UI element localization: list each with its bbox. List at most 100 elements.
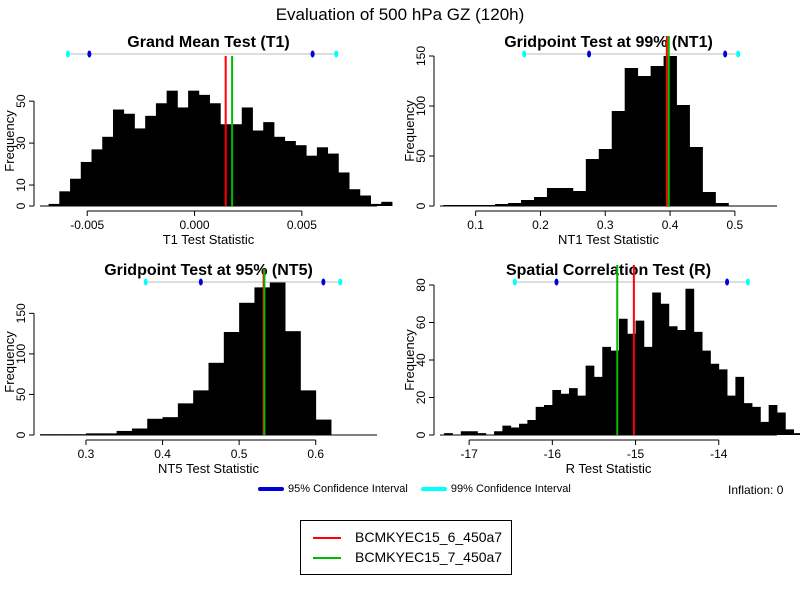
ci99-marker-lower	[143, 278, 148, 286]
histogram-bar	[685, 288, 695, 435]
histogram-bar	[284, 141, 296, 206]
histogram-bar	[316, 147, 329, 206]
x-tick-label: 0.005	[287, 218, 317, 232]
histogram-bar	[559, 188, 574, 206]
histogram-bar	[116, 430, 133, 435]
y-tick-label: 150	[14, 303, 28, 323]
y-tick-label: 20	[414, 391, 428, 405]
histogram-bar	[693, 331, 703, 435]
y-tick-label: 0	[414, 431, 428, 438]
legend-run-2: BCMKYEC15_7_450a7	[313, 547, 511, 567]
x-tick-label: -16	[544, 447, 562, 461]
histogram-bar	[743, 403, 753, 435]
histogram-bar	[777, 412, 786, 435]
histogram-bar	[544, 405, 553, 435]
x-tick-label: 0.5	[727, 218, 744, 232]
histogram-bar	[508, 203, 522, 206]
legend-run-2-label: BCMKYEC15_7_450a7	[355, 549, 503, 565]
histogram-bar	[768, 405, 778, 435]
ci99-marker-lower	[512, 278, 517, 286]
histogram-bar	[444, 433, 453, 435]
legend-run-1: BCMKYEC15_6_450a7	[313, 527, 511, 547]
histogram-bar	[155, 103, 168, 206]
histogram-bar	[577, 395, 587, 435]
legend-ci95: 95% Confidence Interval	[258, 483, 408, 495]
histogram-bar	[635, 320, 645, 435]
confidence-interval-legend: 95% Confidence Interval 99% Confidence I…	[258, 483, 581, 495]
histogram-bar	[593, 376, 603, 435]
histogram-bar	[112, 109, 125, 206]
ci95-marker-upper	[723, 50, 728, 58]
histogram-bar	[650, 66, 664, 206]
ci99-marker-lower	[522, 50, 527, 58]
histogram-bar	[263, 122, 275, 206]
histogram-bar	[295, 145, 307, 206]
figure-title: Evaluation of 500 hPa GZ (120h)	[275, 5, 525, 24]
histogram-bar	[760, 421, 770, 435]
chart-title: Gridpoint Test at 99% (NT1)	[504, 34, 713, 51]
histogram-bar	[460, 431, 470, 435]
histogram-bar	[85, 433, 102, 435]
y-tick-label: 0	[14, 431, 28, 438]
y-tick-label: 40	[414, 353, 428, 367]
ci95-marker-upper	[321, 278, 326, 286]
legend-run-1-line	[313, 537, 341, 540]
histogram-bar	[519, 423, 528, 435]
ci99-marker-upper	[745, 278, 750, 286]
y-tick-label: 50	[414, 149, 428, 163]
histogram-bar	[585, 365, 595, 435]
histogram-bar	[252, 130, 264, 206]
histogram-bar	[285, 331, 301, 435]
histogram-bar	[193, 390, 209, 435]
histogram-bar	[477, 433, 487, 435]
histogram-bar	[793, 433, 800, 435]
histogram-bar	[359, 195, 371, 206]
ci99-marker-upper	[736, 50, 741, 58]
y-tick-label: 150	[414, 46, 428, 66]
histogram-bar	[370, 203, 382, 206]
x-tick-label: 0.4	[662, 218, 679, 232]
histogram-bar	[546, 188, 561, 206]
histogram-bar	[131, 428, 148, 435]
chart-panel-3: Gridpoint Test at 95% (NT5) 0.3 0.4 0.5 0.6 N…	[2, 262, 377, 476]
x-axis-label: NT1 Test Statistic	[558, 232, 659, 247]
histogram-bar	[101, 433, 117, 435]
histogram-bar	[494, 431, 503, 435]
ci95-marker-upper	[725, 278, 730, 286]
histogram-bar	[254, 287, 271, 435]
histogram-bar	[208, 362, 225, 435]
y-tick-label: 100	[414, 96, 428, 116]
histogram-bar	[572, 191, 587, 206]
histogram-bar	[209, 103, 221, 206]
histogram-bar	[718, 369, 728, 435]
chart-title: Grand Mean Test (T1)	[127, 34, 289, 51]
histogram-bar	[502, 425, 512, 435]
histogram-bar	[663, 56, 677, 206]
inflation-label: Inflation: 0	[728, 483, 784, 497]
legend-run-2-line	[313, 557, 341, 560]
x-tick-label: 0.1	[467, 218, 484, 232]
histogram-bar	[702, 350, 711, 435]
histogram-bar	[521, 200, 535, 206]
y-axis-label: Frequency	[402, 329, 417, 391]
histogram-bar	[177, 107, 189, 206]
legend-run-1-label: BCMKYEC15_6_450a7	[355, 529, 503, 545]
x-tick-label: -17	[460, 447, 478, 461]
x-tick-label: 0.5	[231, 447, 248, 461]
x-tick-label: -15	[627, 447, 645, 461]
histogram-bar	[660, 303, 670, 435]
x-tick-label: -14	[710, 447, 728, 461]
histogram-bar	[676, 105, 690, 206]
histogram-bar	[102, 136, 114, 206]
histogram-bar	[689, 147, 703, 206]
histogram-bar	[495, 204, 509, 206]
histogram-bar	[145, 115, 157, 206]
chart-panel-1: Grand Mean Test (T1) -0.005 0.000 0.005 T1 T…	[2, 34, 393, 247]
x-axis-label: T1 Test Statistic	[163, 232, 255, 247]
x-tick-label: 0.000	[180, 218, 210, 232]
chart-panel-2: Gridpoint Test at 99% (NT1) 0.1 0.2 0.3 0.4 0…	[402, 34, 777, 247]
legend-ci95-swatch	[258, 487, 284, 492]
histogram-bar	[80, 161, 92, 206]
histogram-bar	[560, 393, 570, 435]
histogram-bar	[273, 136, 286, 206]
